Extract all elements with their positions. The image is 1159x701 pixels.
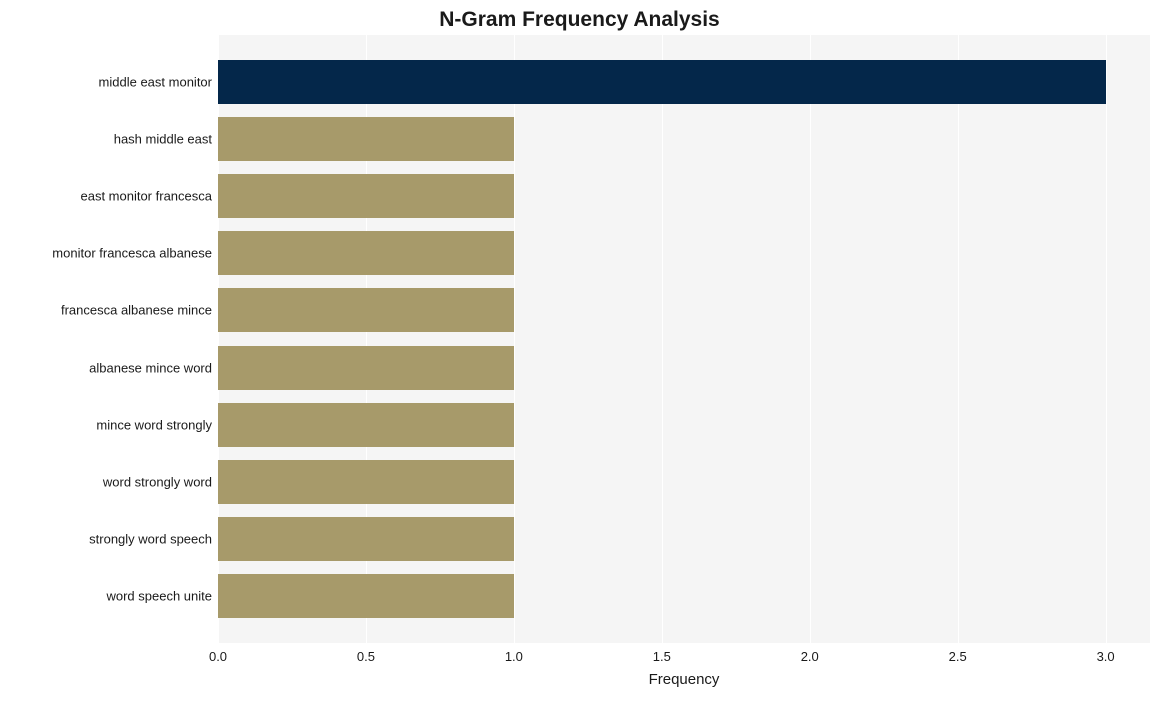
ngram-frequency-chart: N-Gram Frequency Analysis Frequency 0.00… <box>0 0 1159 701</box>
x-gridline <box>514 35 515 643</box>
x-gridline <box>662 35 663 643</box>
x-gridline <box>810 35 811 643</box>
y-tick-label: word strongly word <box>103 475 212 490</box>
plot-area: Frequency 0.00.51.01.52.02.53.0middle ea… <box>218 35 1150 643</box>
x-tick-label: 0.5 <box>357 649 375 664</box>
chart-bar <box>218 231 514 275</box>
chart-bar <box>218 403 514 447</box>
y-tick-label: francesca albanese mince <box>61 303 212 318</box>
x-tick-label: 3.0 <box>1097 649 1115 664</box>
x-tick-label: 1.0 <box>505 649 523 664</box>
chart-bar <box>218 60 1106 104</box>
chart-bar <box>218 174 514 218</box>
y-tick-label: hash middle east <box>114 131 212 146</box>
chart-bar <box>218 574 514 618</box>
chart-title: N-Gram Frequency Analysis <box>0 8 1159 32</box>
y-tick-label: mince word strongly <box>96 417 212 432</box>
x-gridline <box>1106 35 1107 643</box>
x-tick-label: 2.0 <box>801 649 819 664</box>
chart-bar <box>218 346 514 390</box>
chart-bar <box>218 460 514 504</box>
chart-bar <box>218 288 514 332</box>
y-tick-label: strongly word speech <box>89 532 212 547</box>
chart-bar <box>218 517 514 561</box>
chart-bar <box>218 117 514 161</box>
x-tick-label: 1.5 <box>653 649 671 664</box>
y-tick-label: middle east monitor <box>99 74 212 89</box>
y-tick-label: monitor francesca albanese <box>52 246 212 261</box>
plot-band <box>218 625 1150 643</box>
x-tick-label: 0.0 <box>209 649 227 664</box>
y-tick-label: albanese mince word <box>89 360 212 375</box>
y-tick-label: word speech unite <box>106 589 212 604</box>
x-gridline <box>958 35 959 643</box>
y-tick-label: east monitor francesca <box>80 189 212 204</box>
x-axis-label: Frequency <box>649 671 720 688</box>
x-tick-label: 2.5 <box>949 649 967 664</box>
